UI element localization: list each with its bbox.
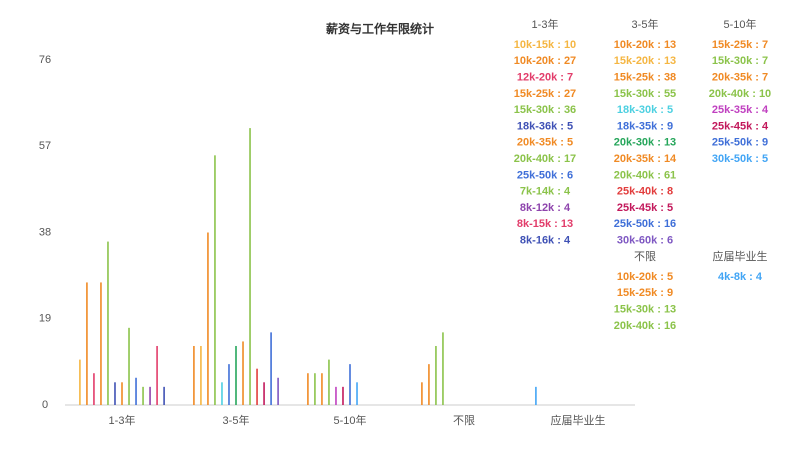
bar	[277, 377, 279, 405]
legend-entry: 25k-35k : 4	[712, 104, 769, 116]
bar	[442, 332, 444, 405]
x-tick-label: 不限	[453, 414, 475, 427]
legend-entry: 30k-60k : 6	[617, 235, 673, 247]
x-tick-label: 应届毕业生	[551, 413, 606, 427]
bar	[235, 345, 237, 405]
bar	[307, 373, 309, 405]
bar	[421, 382, 423, 405]
bar	[100, 282, 102, 405]
y-tick-label: 19	[39, 313, 51, 325]
bar	[228, 364, 230, 405]
bar	[328, 359, 330, 405]
legend-entry: 20k-40k : 16	[614, 320, 676, 332]
legend-entry: 8k-12k : 4	[520, 202, 571, 214]
bar	[435, 345, 437, 405]
legend-entry: 25k-45k : 4	[712, 120, 769, 132]
legend-entry: 20k-35k : 5	[517, 137, 573, 149]
bar	[207, 232, 209, 405]
bar	[314, 373, 316, 405]
legend-entry: 15k-30k : 13	[614, 304, 676, 316]
legend-entry: 18k-35k : 9	[617, 120, 673, 132]
bar	[242, 341, 244, 405]
bar	[249, 128, 251, 405]
legend-header: 3-5年	[632, 17, 659, 31]
legend-entry: 20k-40k : 10	[709, 88, 771, 100]
legend-entry: 30k-50k : 5	[712, 153, 768, 165]
legend-entry: 25k-50k : 16	[614, 218, 676, 230]
y-tick-label: 0	[42, 399, 48, 411]
legend-entry: 10k-20k : 5	[617, 271, 673, 283]
legend-header: 5-10年	[723, 17, 756, 31]
legend-entry: 25k-50k : 6	[517, 169, 573, 181]
legend-entry: 20k-40k : 61	[614, 169, 676, 181]
bar	[342, 386, 344, 405]
bar	[349, 364, 351, 405]
bar	[214, 155, 216, 405]
bar	[156, 345, 158, 405]
bar	[256, 368, 258, 405]
legend-entry: 8k-16k : 4	[520, 235, 571, 247]
legend-entry: 4k-8k : 4	[718, 271, 763, 283]
bar	[270, 332, 272, 405]
legend-entry: 15k-25k : 27	[514, 88, 576, 100]
bar	[221, 382, 223, 405]
bar	[193, 345, 195, 405]
bar	[335, 386, 337, 405]
bar	[121, 382, 123, 405]
legend-header: 应届毕业生	[713, 249, 768, 263]
legend-entry: 25k-40k : 8	[617, 186, 673, 198]
legend-entry: 20k-35k : 7	[712, 72, 768, 84]
bar	[200, 345, 202, 405]
bar	[535, 386, 537, 405]
legend-header: 1-3年	[532, 17, 559, 31]
bar	[321, 373, 323, 405]
bar	[86, 282, 88, 405]
legend-entry: 20k-30k : 13	[614, 137, 676, 149]
bar	[114, 382, 116, 405]
legend-entry: 8k-15k : 13	[517, 218, 573, 230]
bar	[163, 386, 165, 405]
legend-entry: 7k-14k : 4	[520, 186, 571, 198]
y-tick-label: 57	[39, 140, 51, 152]
x-tick-label: 5-10年	[333, 413, 366, 427]
legend-entry: 15k-30k : 36	[514, 104, 576, 116]
legend-entry: 15k-30k : 7	[712, 55, 768, 67]
legend-entry: 15k-25k : 7	[712, 39, 768, 51]
legend-entry: 12k-20k : 7	[517, 72, 573, 84]
bar	[93, 373, 95, 405]
y-tick-label: 76	[39, 54, 51, 66]
bar	[142, 386, 144, 405]
legend-entry: 15k-30k : 55	[614, 88, 676, 100]
legend-entry: 18k-30k : 5	[617, 104, 673, 116]
legend-entry: 10k-15k : 10	[514, 39, 576, 51]
legend-entry: 18k-36k : 5	[517, 120, 573, 132]
bar	[107, 241, 109, 405]
legend-entry: 20k-35k : 14	[614, 153, 677, 165]
legend-entry: 10k-20k : 13	[614, 39, 676, 51]
legend-entry: 25k-50k : 9	[712, 137, 768, 149]
legend-entry: 25k-45k : 5	[617, 202, 673, 214]
legend-entry: 20k-40k : 17	[514, 153, 576, 165]
legend-entry: 15k-25k : 38	[614, 72, 676, 84]
x-tick-label: 1-3年	[109, 413, 136, 427]
legend-entry: 15k-25k : 9	[617, 287, 673, 299]
bar	[263, 382, 265, 405]
bar	[135, 377, 137, 405]
bar	[149, 386, 151, 405]
bar	[428, 364, 430, 405]
bar	[356, 382, 358, 405]
bar	[79, 359, 81, 405]
legend-header: 不限	[634, 250, 656, 263]
legend-entry: 15k-20k : 13	[614, 55, 676, 67]
chart-title: 薪资与工作年限统计	[326, 21, 434, 36]
y-tick-label: 38	[39, 226, 51, 238]
x-tick-label: 3-5年	[223, 413, 250, 427]
bar	[128, 327, 130, 405]
legend-entry: 10k-20k : 27	[514, 55, 576, 67]
